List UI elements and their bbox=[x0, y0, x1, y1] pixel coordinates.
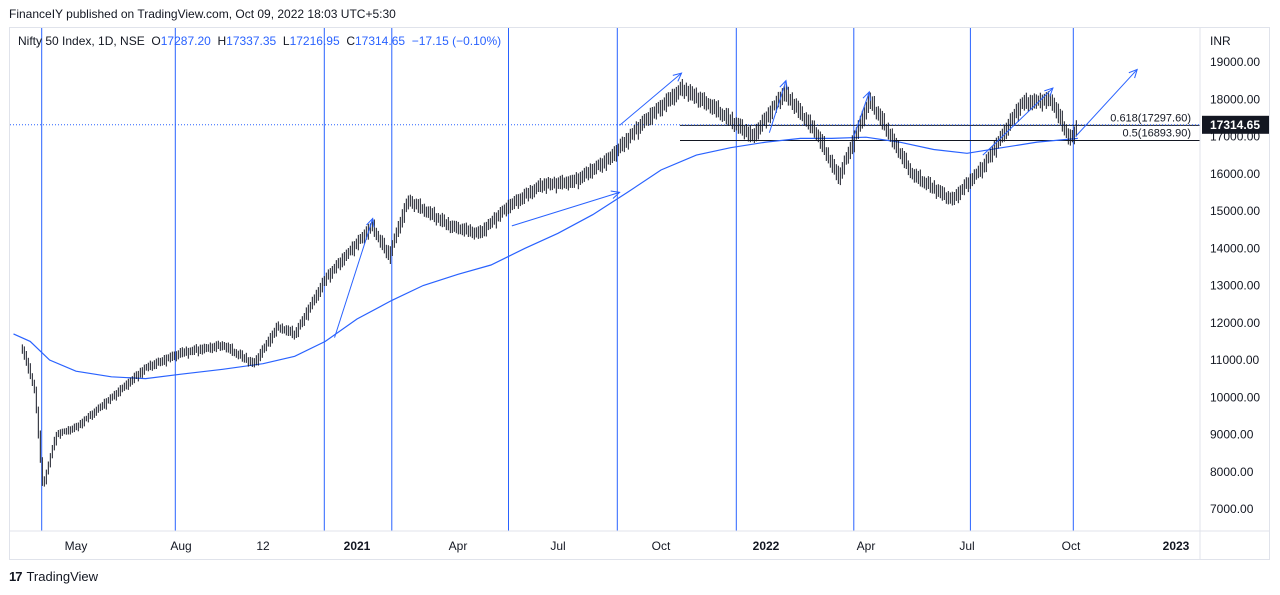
low-value: 17216.95 bbox=[289, 34, 340, 48]
price-tick-label: 14000.00 bbox=[1210, 241, 1260, 255]
symbol-name: Nifty 50 Index, 1D, NSE bbox=[18, 34, 145, 48]
time-tick-label: 12 bbox=[256, 539, 270, 553]
time-tick-label: Jul bbox=[959, 539, 974, 553]
fib-level-label: 0.5(16893.90) bbox=[1123, 128, 1192, 140]
price-tick-label: 7000.00 bbox=[1210, 502, 1254, 516]
time-tick-label: Aug bbox=[170, 539, 191, 553]
vertical-markers bbox=[41, 28, 1074, 531]
tradingview-logo-icon: 17 bbox=[9, 569, 23, 584]
close-value: 17314.65 bbox=[354, 34, 406, 48]
symbol-legend: Nifty 50 Index, 1D, NSE O17287.20 H17337… bbox=[18, 34, 501, 48]
trend-arrows bbox=[334, 68, 1138, 338]
trend-arrow bbox=[619, 72, 683, 126]
high-label: H bbox=[217, 34, 227, 48]
price-tick-label: 19000.00 bbox=[1210, 55, 1260, 69]
brand-name: TradingView bbox=[26, 569, 99, 584]
price-tick-label: 15000.00 bbox=[1210, 204, 1260, 218]
time-tick-label: May bbox=[65, 539, 88, 553]
time-tick-label: 2022 bbox=[753, 539, 780, 553]
ma-line bbox=[13, 136, 1078, 380]
footer-brand[interactable]: 17 TradingView bbox=[9, 569, 98, 584]
time-tick-label: Jul bbox=[550, 539, 565, 553]
last-price-badge bbox=[1202, 115, 1269, 134]
price-axis: INR19000.0018000.0017000.0016000.0015000… bbox=[1202, 34, 1269, 516]
price-tick-label: 18000.00 bbox=[1210, 92, 1260, 106]
price-tick-label: 16000.00 bbox=[1210, 167, 1260, 181]
low-label: L bbox=[282, 34, 290, 48]
close-label: C bbox=[346, 34, 355, 48]
moving-average bbox=[13, 136, 1078, 380]
time-axis: May Aug 12 2021 Apr Jul Oct 2022 Apr Jul Oct 2023 bbox=[65, 539, 1190, 553]
time-tick-label: Apr bbox=[857, 539, 876, 553]
last-price-value: 17314.65 bbox=[1210, 118, 1260, 132]
trend-arrow bbox=[511, 190, 621, 227]
open-value: 17287.20 bbox=[160, 34, 211, 48]
time-tick-label: Oct bbox=[1062, 539, 1081, 553]
time-tick-label: 2021 bbox=[344, 539, 371, 553]
chart-frame bbox=[9, 27, 1270, 560]
price-tick-label: 9000.00 bbox=[1210, 428, 1254, 442]
candles bbox=[21, 79, 1077, 487]
trend-arrow bbox=[853, 90, 871, 137]
price-tick-label: 8000.00 bbox=[1210, 465, 1254, 479]
trend-arrow bbox=[1075, 68, 1138, 137]
fib-level-label: 0.618(17297.60) bbox=[1110, 112, 1191, 124]
currency-label: INR bbox=[1210, 34, 1231, 48]
time-tick-label: Oct bbox=[652, 539, 671, 553]
trend-arrow bbox=[768, 79, 788, 133]
price-tick-label: 13000.00 bbox=[1210, 279, 1260, 293]
price-tick-label: 12000.00 bbox=[1210, 316, 1260, 330]
change-value: −17.15 (−0.10%) bbox=[411, 34, 502, 48]
time-tick-label: Apr bbox=[449, 539, 468, 553]
publish-note: FinanceIY published on TradingView.com, … bbox=[9, 7, 396, 21]
trend-arrow bbox=[982, 87, 1054, 156]
price-tick-label: 11000.00 bbox=[1210, 353, 1259, 367]
high-value: 17337.35 bbox=[226, 34, 277, 48]
trend-arrow bbox=[334, 217, 375, 338]
open-label: O bbox=[151, 34, 161, 48]
price-tick-label: 10000.00 bbox=[1210, 390, 1260, 404]
time-tick-label: 2023 bbox=[1163, 539, 1190, 553]
